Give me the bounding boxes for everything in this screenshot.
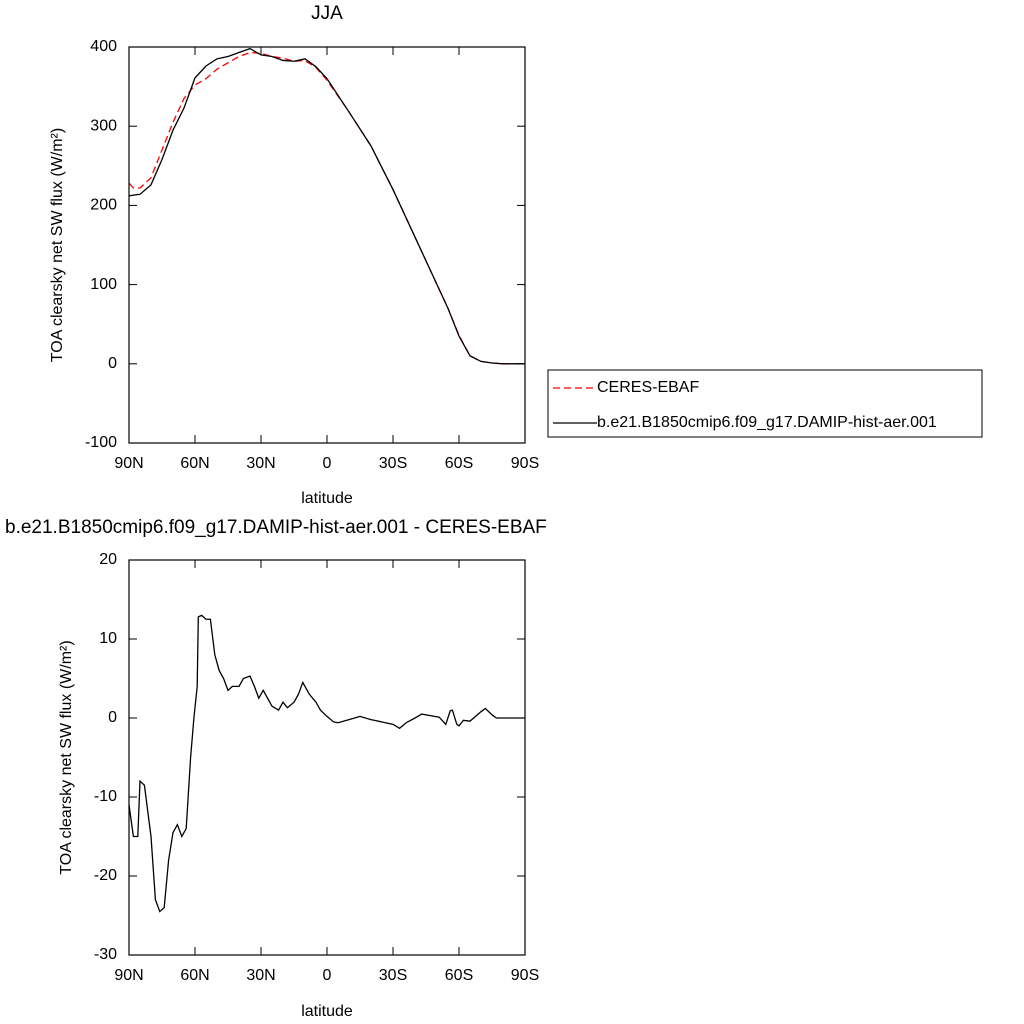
x-tick-label: 60N xyxy=(180,455,209,472)
y-tick-label: 300 xyxy=(90,117,117,134)
legend-label: b.e21.B1850cmip6.f09_g17.DAMIP-hist-aer.… xyxy=(597,414,937,431)
x-tick-label: 90S xyxy=(511,967,539,984)
chart-title: b.e21.B1850cmip6.f09_g17.DAMIP-hist-aer.… xyxy=(5,517,547,538)
data-line xyxy=(128,614,525,913)
legend-label: CERES-EBAF xyxy=(597,379,699,396)
x-tick-label: 60S xyxy=(445,967,473,984)
x-tick-label: 90N xyxy=(114,967,143,984)
data-line xyxy=(128,51,525,365)
legend-box xyxy=(547,369,983,438)
y-tick-label: 400 xyxy=(90,38,117,55)
y-tick-label: -20 xyxy=(94,867,117,884)
x-tick-label: 30S xyxy=(379,455,407,472)
x-tick-label: 90S xyxy=(511,455,539,472)
x-tick-label: 30N xyxy=(246,967,275,984)
y-tick-label: 200 xyxy=(90,197,117,214)
y-tick-label: 100 xyxy=(90,276,117,293)
y-tick-label: -100 xyxy=(85,434,117,451)
x-tick-label: 0 xyxy=(323,455,332,472)
x-tick-label: 60S xyxy=(445,455,473,472)
y-tick-label: -10 xyxy=(94,788,117,805)
y-tick-label: 20 xyxy=(99,551,117,568)
data-line xyxy=(128,47,525,365)
x-tick-label: 30S xyxy=(379,967,407,984)
x-tick-label: 60N xyxy=(180,967,209,984)
x-tick-label: 30N xyxy=(246,455,275,472)
y-tick-label: -30 xyxy=(94,946,117,963)
x-axis-label: latitude xyxy=(301,1003,353,1020)
y-tick-label: 0 xyxy=(108,355,117,372)
y-tick-label: 10 xyxy=(99,630,117,647)
y-tick-label: 0 xyxy=(108,709,117,726)
x-axis-label: latitude xyxy=(301,490,353,507)
y-axis-label: TOA clearsky net SW flux (W/m²) xyxy=(49,128,66,362)
y-axis-label: TOA clearsky net SW flux (W/m²) xyxy=(58,640,75,874)
plot-frame xyxy=(128,46,526,444)
plot-frame xyxy=(128,559,526,956)
x-tick-label: 90N xyxy=(114,455,143,472)
x-tick-label: 0 xyxy=(323,967,332,984)
chart-title: JJA xyxy=(311,3,343,24)
